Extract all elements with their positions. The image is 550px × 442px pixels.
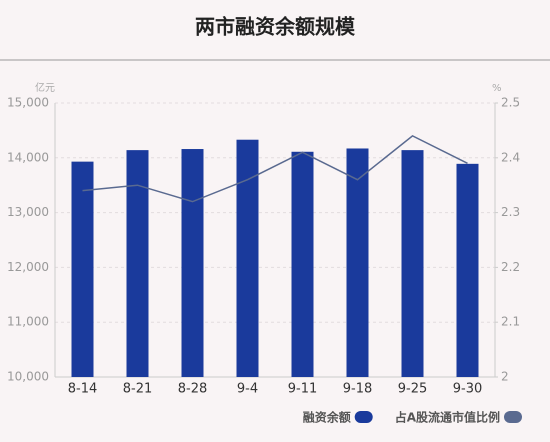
y2-tick-label: 2.2 (501, 260, 520, 274)
x-tick-label: 9-4 (237, 382, 258, 397)
y-tick-label: 10,000 (7, 370, 49, 384)
legend-marker (354, 411, 373, 423)
bar (236, 139, 259, 377)
x-tick-label: 9-18 (343, 382, 373, 397)
bar (181, 149, 204, 377)
y2-tick-label: 2.5 (501, 96, 520, 110)
chart-title: 两市融资余额规模 (195, 15, 356, 39)
x-tick-label: 9-25 (398, 382, 428, 397)
y-tick-label: 15,000 (7, 96, 49, 110)
x-tick-label: 8-21 (123, 382, 153, 397)
y-axis-label: 亿元 (35, 81, 55, 94)
bar (126, 150, 149, 377)
bar (291, 151, 314, 377)
legend-label: 占A股流通市值比例 (395, 410, 500, 425)
x-tick-label: 9-11 (288, 382, 318, 397)
bar (456, 163, 479, 377)
y2-tick-label: 2.4 (501, 150, 520, 164)
y2-tick-label: 2 (501, 370, 509, 384)
y-tick-label: 12,000 (7, 260, 49, 274)
x-tick-label: 8-28 (178, 382, 208, 397)
y2-tick-label: 2.1 (501, 315, 520, 329)
y-tick-label: 13,000 (7, 205, 49, 219)
x-tick-label: 8-14 (68, 382, 98, 397)
legend-label: 融资余额 (303, 410, 351, 425)
bar (71, 161, 94, 377)
bar (401, 150, 424, 377)
bar (346, 148, 369, 377)
y2-tick-label: 2.3 (501, 205, 520, 219)
y-tick-label: 14,000 (7, 150, 49, 164)
y-tick-label: 11,000 (7, 315, 49, 329)
x-tick-label: 9-30 (453, 382, 483, 397)
legend-marker (504, 411, 522, 423)
line (82, 134, 468, 203)
y2-axis-label: % (492, 83, 502, 94)
